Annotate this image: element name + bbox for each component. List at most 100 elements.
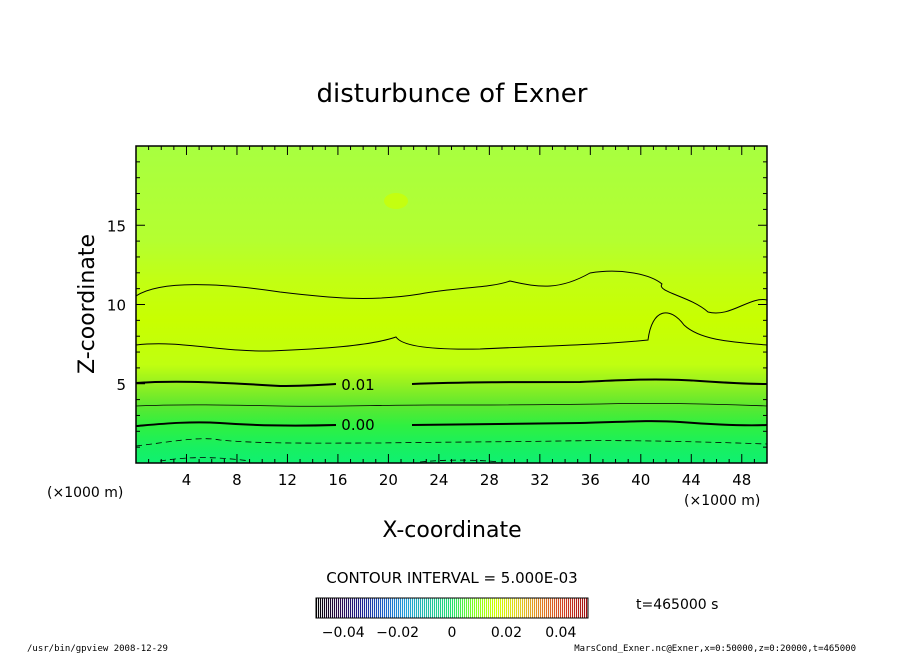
- x-tick-label: 20: [379, 471, 398, 489]
- colorbar-stripe: [436, 598, 438, 618]
- colorbar-stripe: [326, 598, 328, 618]
- colorbar-stripe: [352, 598, 354, 618]
- colorbar-stripe: [446, 598, 448, 618]
- colorbar-stripe: [556, 598, 558, 618]
- colorbar-stripe: [456, 598, 458, 618]
- colorbar-stripe: [476, 598, 478, 618]
- colorbar-stripe: [396, 598, 398, 618]
- colorbar-stripe: [354, 598, 356, 618]
- colorbar-stripe: [370, 598, 372, 618]
- colorbar-stripe: [440, 598, 442, 618]
- colorbar-stripe: [550, 598, 552, 618]
- colorbar-stripe: [448, 598, 450, 618]
- colorbar-stripe: [374, 598, 376, 618]
- x-tick-label: 36: [581, 471, 600, 489]
- colorbar-stripe: [332, 598, 334, 618]
- colorbar-stripe: [586, 598, 588, 618]
- colorbar-stripe: [494, 598, 496, 618]
- colorbar-stripe: [464, 598, 466, 618]
- colorbar-stripe: [406, 598, 408, 618]
- colorbar-stripe: [562, 598, 564, 618]
- colorbar-frame: [315, 597, 589, 619]
- spot-feature: [384, 193, 408, 209]
- y-tick-label: 10: [107, 297, 126, 315]
- colorbar-stripe: [472, 598, 474, 618]
- colorbar-stripe: [334, 598, 336, 618]
- colorbar-stripe: [318, 598, 320, 618]
- colorbar-stripe: [432, 598, 434, 618]
- colorbar-stripe: [328, 598, 330, 618]
- colorbar-stripe: [480, 598, 482, 618]
- colorbar-stripe: [502, 598, 504, 618]
- colorbar-stripe: [498, 598, 500, 618]
- colorbar-stripe: [452, 598, 454, 618]
- contour-line-0-01: [136, 378, 767, 388]
- colorbar-stripe: [542, 598, 544, 618]
- contour-label-0-00: 0.00: [341, 416, 374, 434]
- x-tick-label: 48: [732, 471, 751, 489]
- y-axis-label: Z-coordinate: [75, 234, 100, 374]
- colorbar-stripe: [516, 598, 518, 618]
- x-tick-label: 12: [278, 471, 297, 489]
- colorbar-stripe: [528, 598, 530, 618]
- y-axis-ticks: 5 10 15: [107, 145, 767, 464]
- colorbar-tick-label: 0: [448, 625, 457, 641]
- colorbar-stripe: [518, 598, 520, 618]
- contour-line-lower: [136, 312, 767, 352]
- chart-title: disturbunce of Exner: [317, 79, 588, 109]
- colorbar-stripe: [478, 598, 480, 618]
- colorbar-stripe: [504, 598, 506, 618]
- colorbar-stripe: [546, 598, 548, 618]
- colorbar-stripe: [368, 598, 370, 618]
- colorbar-stripe: [566, 598, 568, 618]
- colorbar-stripe: [426, 598, 428, 618]
- colorbar-stripe: [470, 598, 472, 618]
- colorbar-stripe: [400, 598, 402, 618]
- colorbar-stripe: [382, 598, 384, 618]
- colorbar-stripe: [402, 598, 404, 618]
- colorbar-stripe: [414, 598, 416, 618]
- colorbar-stripe: [410, 598, 412, 618]
- colorbar-stripe: [324, 598, 326, 618]
- colorbar-stripe: [320, 598, 322, 618]
- colorbar-stripe: [372, 598, 374, 618]
- colorbar-stripe: [512, 598, 514, 618]
- colorbar-stripe: [450, 598, 452, 618]
- colorbar-stripe: [560, 598, 562, 618]
- contour-line-mid: [136, 403, 767, 407]
- y-axis-unit: (×1000 m): [47, 485, 123, 501]
- colorbar-stripe: [466, 598, 468, 618]
- colorbar-stripe: [538, 598, 540, 618]
- colorbar-stripe: [322, 598, 324, 618]
- colorbar-stripe: [462, 598, 464, 618]
- colorbar-stripe: [412, 598, 414, 618]
- colorbar-stripe: [490, 598, 492, 618]
- colorbar-stripe: [358, 598, 360, 618]
- footer-left: /usr/bin/gpview 2008-12-29: [27, 644, 168, 654]
- colorbar-stripe: [532, 598, 534, 618]
- colorbar-stripe: [342, 598, 344, 618]
- footer-right: MarsCond_Exner.nc@Exner,x=0:50000,z=0:20…: [574, 644, 856, 654]
- contour-line-upper: [136, 270, 767, 314]
- colorbar-stripe: [482, 598, 484, 618]
- colorbar-stripe: [496, 598, 498, 618]
- colorbar-stripe: [366, 598, 368, 618]
- x-tick-label: 16: [328, 471, 347, 489]
- colorbar-stripe: [420, 598, 422, 618]
- colorbar-stripe: [508, 598, 510, 618]
- colorbar-stripe: [488, 598, 490, 618]
- colorbar-stripe: [350, 598, 352, 618]
- colorbar-stripe: [468, 598, 470, 618]
- colorbar-stripe: [582, 598, 584, 618]
- colorbar-stripe: [404, 598, 406, 618]
- colorbar-stripe: [356, 598, 358, 618]
- contour-interval-label: CONTOUR INTERVAL = 5.000E-03: [326, 569, 577, 587]
- colorbar-stripe: [418, 598, 420, 618]
- contour-label-0-01: 0.01: [341, 376, 374, 394]
- time-label: t=465000 s: [636, 597, 718, 613]
- colorbar-stripe: [474, 598, 476, 618]
- colorbar-stripe: [574, 598, 576, 618]
- colorbar-stripe: [344, 598, 346, 618]
- colorbar-stripe: [330, 598, 332, 618]
- y-tick-label: 15: [107, 217, 126, 235]
